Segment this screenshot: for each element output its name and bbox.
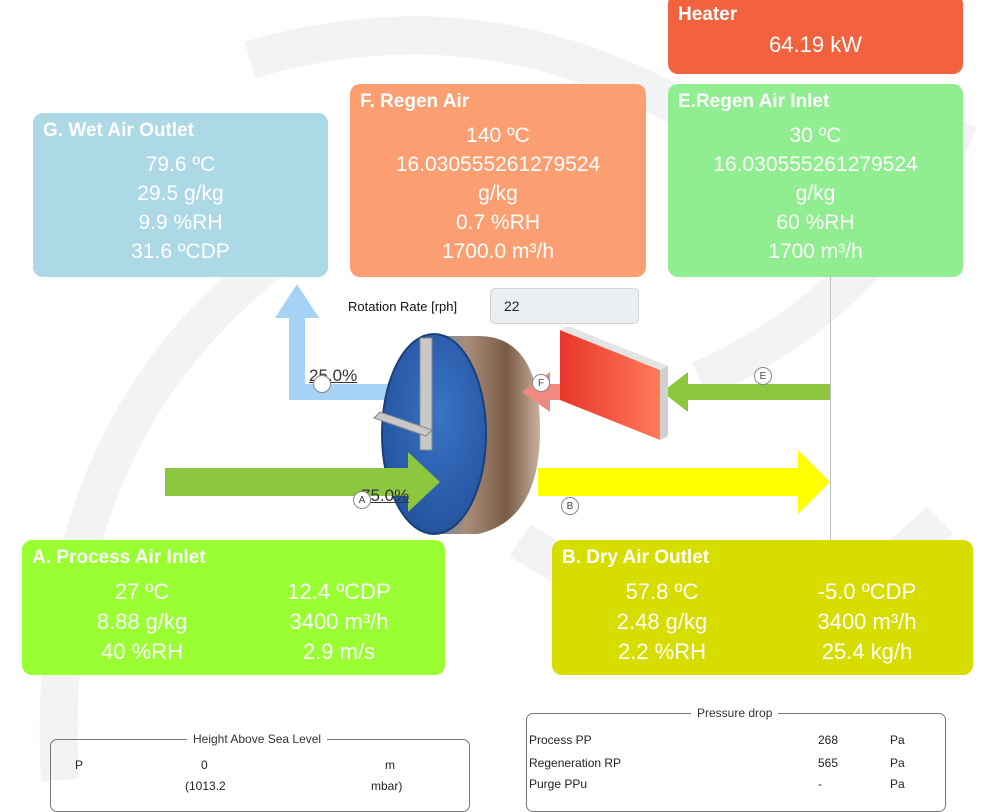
- regen-air-temperature: 140 ºC: [466, 124, 530, 147]
- regen-air-card: F. Regen Air 140 ºC 16.030555261279524 g…: [350, 84, 646, 277]
- wet-air-temperature: 79.6 ºC: [145, 153, 216, 176]
- process-inlet-humidity: 8.88 g/kg: [96, 609, 188, 634]
- dry-air-outlet-card: B. Dry Air Outlet 57.8 ºC 2.48 g/kg 2.2 …: [552, 540, 973, 675]
- point-marker-b: B: [561, 497, 579, 515]
- purge-pressure-label: Purge PPu: [529, 777, 588, 791]
- regen-air-inlet-card: E.Regen Air Inlet 30 ºC 16.0305552612795…: [668, 84, 963, 277]
- rotation-rate-label: Rotation Rate [rph]: [348, 299, 458, 314]
- regen-inlet-rh: 60 %RH: [776, 211, 855, 234]
- atmospheric-pressure-unit: mbar): [371, 779, 403, 793]
- point-marker-e: E: [754, 367, 772, 385]
- wet-air-humidity: 29.5 g/kg: [137, 182, 224, 205]
- regeneration-pressure-label: Regeneration RP: [529, 756, 622, 770]
- purge-pressure-unit: Pa: [890, 777, 905, 791]
- heater-title: Heater: [678, 4, 738, 25]
- process-pressure-unit: Pa: [890, 733, 905, 747]
- regen-air-inlet-title: E.Regen Air Inlet: [678, 91, 830, 112]
- process-inlet-velocity: 2.9 m/s: [302, 639, 376, 664]
- regen-air-humidity: 16.030555261279524: [395, 153, 601, 176]
- dry-air-outlet-title: B. Dry Air Outlet: [562, 547, 710, 568]
- regen-air-flow: 1700.0 m³/h: [441, 240, 555, 263]
- regen-inlet-humidity: 16.030555261279524: [713, 153, 918, 176]
- process-air-inlet-card: A. Process Air Inlet 27 ºC 8.88 g/kg 40 …: [22, 540, 445, 675]
- atmospheric-pressure-value: (1013.2: [185, 779, 226, 793]
- rotation-rate-input[interactable]: [490, 288, 639, 324]
- height-panel-legend: Height Above Sea Level: [193, 732, 322, 746]
- process-inlet-temperature: 27 ºC: [114, 579, 170, 604]
- wet-air-outlet-card: G. Wet Air Outlet 79.6 ºC 29.5 g/kg 9.9 …: [33, 113, 328, 277]
- process-pressure-value: 268: [818, 733, 839, 747]
- point-marker-f: F: [532, 374, 550, 392]
- regen-air-rh: 0.7 %RH: [455, 211, 541, 234]
- height-unit: m: [385, 758, 395, 772]
- regen-air-title: F. Regen Air: [360, 91, 470, 112]
- dry-outlet-temperature: 57.8 ºC: [625, 579, 699, 604]
- purge-pressure-value: -: [818, 777, 822, 791]
- regen-inlet-pipe-line: [830, 274, 831, 542]
- regen-inlet-arrow: [662, 372, 830, 412]
- regeneration-pressure-unit: Pa: [890, 756, 905, 770]
- process-air-inlet-arrow: [165, 452, 440, 512]
- dry-air-outlet-arrow: [538, 450, 830, 514]
- regen-inlet-humidity-unit: g/kg: [795, 182, 836, 205]
- process-inlet-rh: 40 %RH: [101, 639, 183, 664]
- dry-outlet-rh: 2.2 %RH: [617, 639, 707, 664]
- heater-power: 64.19 kW: [769, 32, 862, 57]
- process-air-inlet-title: A. Process Air Inlet: [32, 547, 206, 568]
- pressure-drop-legend: Pressure drop: [697, 706, 773, 720]
- dry-outlet-flow: 3400 m³/h: [817, 609, 917, 634]
- dry-outlet-water-removal: 25.4 kg/h: [821, 639, 913, 664]
- pressure-drop-panel: Pressure drop Process PP 268 Pa Regenera…: [526, 706, 946, 812]
- heater-card: Heater 64.19 kW: [668, 0, 963, 74]
- point-marker-g: [313, 375, 331, 393]
- process-inlet-dewpoint: 12.4 ºCDP: [287, 579, 391, 604]
- heater-coil-icon: [560, 326, 668, 440]
- process-sector-percent: 75.0%: [361, 486, 410, 505]
- wet-air-dewpoint: 31.6 ºCDP: [131, 240, 230, 263]
- regen-inlet-temperature: 30 ºC: [789, 124, 842, 147]
- wet-air-outlet-title: G. Wet Air Outlet: [43, 120, 194, 141]
- pressure-label: P: [75, 758, 84, 772]
- wheel-sector-divider: [373, 337, 433, 451]
- regen-air-humidity-unit: g/kg: [478, 182, 518, 205]
- height-above-sea-level-panel: Height Above Sea Level P 0 m (1013.2 mba…: [50, 732, 470, 812]
- process-inlet-flow: 3400 m³/h: [289, 609, 389, 634]
- height-value[interactable]: 0: [201, 758, 208, 772]
- regen-inlet-flow: 1700 m³/h: [768, 240, 863, 263]
- process-pressure-label: Process PP: [529, 733, 592, 747]
- dry-outlet-humidity: 2.48 g/kg: [616, 609, 708, 634]
- point-marker-a: A: [353, 491, 371, 509]
- regeneration-pressure-value: 565: [818, 756, 839, 770]
- dry-outlet-dewpoint: -5.0 ºCDP: [817, 579, 917, 604]
- wet-air-rh: 9.9 %RH: [138, 211, 223, 234]
